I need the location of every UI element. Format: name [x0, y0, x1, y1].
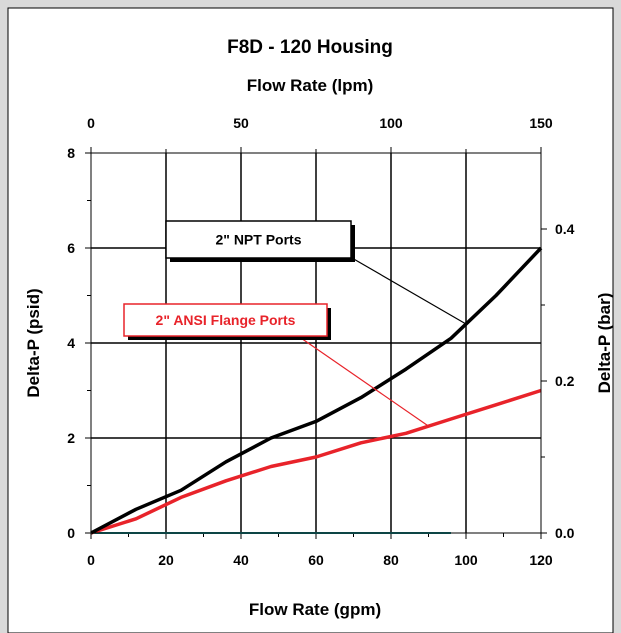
- y-tick-label: 4: [67, 335, 75, 351]
- annotation-leader-line: [351, 257, 467, 325]
- y2-tick-label: 0.2: [555, 373, 575, 389]
- x-tick-label: 100: [454, 552, 478, 568]
- x-tick-label: 60: [308, 552, 324, 568]
- y2-tick-label: 0.4: [555, 221, 575, 237]
- y-tick-label: 2: [67, 430, 75, 446]
- top-axis-label: Flow Rate (lpm): [247, 76, 374, 95]
- annotation-box: [123, 303, 328, 337]
- ticks: [85, 147, 547, 539]
- chart-title: F8D - 120 Housing: [227, 37, 393, 58]
- right-axis-label: Delta-P (bar): [595, 293, 614, 394]
- annotation-label: 2" ANSI Flange Ports: [156, 312, 296, 328]
- y-tick-label: 6: [67, 240, 75, 256]
- x-tick-label: 0: [87, 552, 95, 568]
- series-line-1: [90, 388, 542, 535]
- left-axis-label: Delta-P (psid): [24, 288, 43, 397]
- x2-tick-label: 50: [233, 115, 249, 131]
- x-tick-label: 40: [233, 552, 249, 568]
- grid: [91, 153, 541, 533]
- annotation-label: 2" NPT Ports: [216, 232, 302, 248]
- x2-tick-label: 100: [379, 115, 403, 131]
- x2-tick-label: 0: [87, 115, 95, 131]
- y-tick-label: 0: [67, 525, 75, 541]
- x-tick-label: 20: [158, 552, 174, 568]
- plot-area-frame: [90, 152, 542, 534]
- series-line-0: [90, 246, 543, 535]
- y2-tick-label: 0.0: [555, 525, 575, 541]
- x2-tick-label: 150: [529, 115, 553, 131]
- y-tick-label: 8: [67, 145, 75, 161]
- annotation-box: [165, 220, 352, 259]
- bottom-axis-label: Flow Rate (gpm): [249, 600, 381, 619]
- x-tick-label: 80: [383, 552, 399, 568]
- x-tick-label: 120: [529, 552, 553, 568]
- annotation-leader-line: [297, 335, 429, 427]
- annotations: 2" NPT Ports 2" ANSI Flange Ports: [123, 220, 467, 427]
